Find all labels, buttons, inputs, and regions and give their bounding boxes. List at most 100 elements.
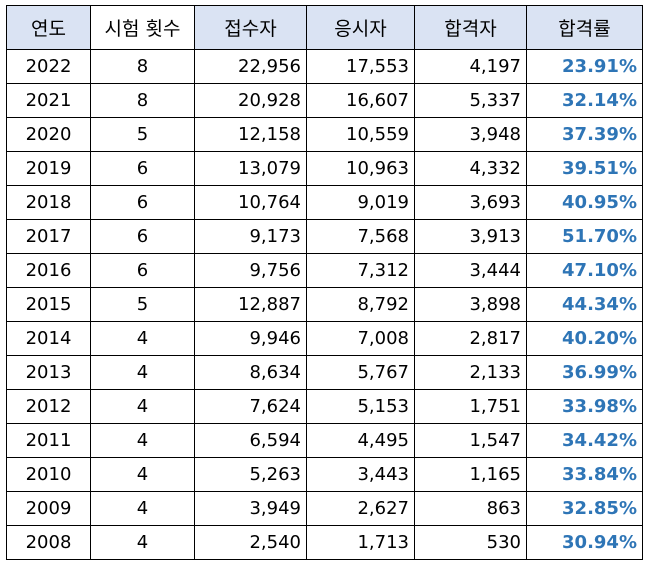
- cell-year: 2016: [6, 253, 91, 288]
- table-row: 2016 6 9,756 7,312 3,444 47.10%: [6, 253, 643, 288]
- cell-test-takers: 2,627: [306, 491, 415, 526]
- cell-passers: 2,133: [414, 355, 527, 390]
- cell-exam-count: 8: [90, 49, 195, 84]
- header-passers: 합격자: [414, 5, 527, 50]
- cell-pass-rate: 32.85%: [526, 491, 643, 526]
- cell-year: 2014: [6, 321, 91, 356]
- cell-year: 2017: [6, 219, 91, 254]
- cell-passers: 863: [414, 491, 527, 526]
- cell-year: 2019: [6, 151, 91, 186]
- cell-test-takers: 16,607: [306, 83, 415, 118]
- header-applicants: 접수자: [194, 5, 307, 50]
- cell-exam-count: 4: [90, 525, 195, 560]
- cell-pass-rate: 40.95%: [526, 185, 643, 220]
- cell-year: 2021: [6, 83, 91, 118]
- cell-pass-rate: 37.39%: [526, 117, 643, 152]
- cell-exam-count: 6: [90, 253, 195, 288]
- cell-passers: 4,332: [414, 151, 527, 186]
- table-row: 2014 4 9,946 7,008 2,817 40.20%: [6, 321, 643, 356]
- cell-pass-rate: 36.99%: [526, 355, 643, 390]
- cell-applicants: 9,173: [194, 219, 307, 254]
- table-row: 2020 5 12,158 10,559 3,948 37.39%: [6, 117, 643, 152]
- cell-passers: 3,444: [414, 253, 527, 288]
- cell-year: 2018: [6, 185, 91, 220]
- cell-passers: 530: [414, 525, 527, 560]
- cell-test-takers: 8,792: [306, 287, 415, 322]
- cell-exam-count: 6: [90, 219, 195, 254]
- header-test-takers: 응시자: [306, 5, 415, 50]
- table-row: 2012 4 7,624 5,153 1,751 33.98%: [6, 389, 643, 424]
- header-exam-count: 시험 횟수: [90, 5, 195, 50]
- cell-test-takers: 9,019: [306, 185, 415, 220]
- cell-applicants: 22,956: [194, 49, 307, 84]
- cell-test-takers: 4,495: [306, 423, 415, 458]
- cell-pass-rate: 33.84%: [526, 457, 643, 492]
- table-row: 2021 8 20,928 16,607 5,337 32.14%: [6, 83, 643, 118]
- cell-year: 2008: [6, 525, 91, 560]
- cell-test-takers: 3,443: [306, 457, 415, 492]
- cell-applicants: 10,764: [194, 185, 307, 220]
- cell-test-takers: 1,713: [306, 525, 415, 560]
- exam-stats-table: 연도 시험 횟수 접수자 응시자 합격자 합격률 2022 8 22,956 17,5…: [6, 5, 643, 560]
- cell-year: 2011: [6, 423, 91, 458]
- cell-year: 2013: [6, 355, 91, 390]
- header-pass-rate: 합격률: [526, 5, 643, 50]
- table-row: 2010 4 5,263 3,443 1,165 33.84%: [6, 457, 643, 492]
- cell-exam-count: 4: [90, 389, 195, 424]
- cell-test-takers: 7,568: [306, 219, 415, 254]
- header-row: 연도 시험 횟수 접수자 응시자 합격자 합격률: [6, 5, 643, 50]
- cell-applicants: 2,540: [194, 525, 307, 560]
- cell-applicants: 5,263: [194, 457, 307, 492]
- cell-year: 2012: [6, 389, 91, 424]
- cell-test-takers: 10,963: [306, 151, 415, 186]
- cell-passers: 3,948: [414, 117, 527, 152]
- cell-applicants: 3,949: [194, 491, 307, 526]
- cell-passers: 2,817: [414, 321, 527, 356]
- cell-test-takers: 10,559: [306, 117, 415, 152]
- cell-applicants: 12,887: [194, 287, 307, 322]
- cell-passers: 4,197: [414, 49, 527, 84]
- cell-pass-rate: 33.98%: [526, 389, 643, 424]
- cell-exam-count: 4: [90, 355, 195, 390]
- table-row: 2011 4 6,594 4,495 1,547 34.42%: [6, 423, 643, 458]
- cell-passers: 3,898: [414, 287, 527, 322]
- cell-passers: 3,693: [414, 185, 527, 220]
- cell-passers: 1,547: [414, 423, 527, 458]
- cell-test-takers: 5,767: [306, 355, 415, 390]
- cell-exam-count: 6: [90, 185, 195, 220]
- cell-pass-rate: 40.20%: [526, 321, 643, 356]
- cell-applicants: 20,928: [194, 83, 307, 118]
- table-row: 2015 5 12,887 8,792 3,898 44.34%: [6, 287, 643, 322]
- table-row: 2013 4 8,634 5,767 2,133 36.99%: [6, 355, 643, 390]
- cell-passers: 5,337: [414, 83, 527, 118]
- cell-applicants: 7,624: [194, 389, 307, 424]
- cell-passers: 1,751: [414, 389, 527, 424]
- cell-year: 2009: [6, 491, 91, 526]
- table-row: 2022 8 22,956 17,553 4,197 23.91%: [6, 49, 643, 84]
- cell-passers: 3,913: [414, 219, 527, 254]
- cell-pass-rate: 30.94%: [526, 525, 643, 560]
- cell-applicants: 9,756: [194, 253, 307, 288]
- cell-exam-count: 8: [90, 83, 195, 118]
- cell-pass-rate: 44.34%: [526, 287, 643, 322]
- table-row: 2019 6 13,079 10,963 4,332 39.51%: [6, 151, 643, 186]
- cell-year: 2022: [6, 49, 91, 84]
- cell-pass-rate: 51.70%: [526, 219, 643, 254]
- cell-applicants: 9,946: [194, 321, 307, 356]
- cell-test-takers: 7,008: [306, 321, 415, 356]
- table-row: 2018 6 10,764 9,019 3,693 40.95%: [6, 185, 643, 220]
- cell-exam-count: 4: [90, 457, 195, 492]
- cell-test-takers: 5,153: [306, 389, 415, 424]
- cell-year: 2020: [6, 117, 91, 152]
- cell-applicants: 8,634: [194, 355, 307, 390]
- cell-test-takers: 7,312: [306, 253, 415, 288]
- cell-exam-count: 4: [90, 321, 195, 356]
- header-year: 연도: [6, 5, 91, 50]
- cell-passers: 1,165: [414, 457, 527, 492]
- cell-exam-count: 5: [90, 287, 195, 322]
- cell-applicants: 13,079: [194, 151, 307, 186]
- cell-applicants: 12,158: [194, 117, 307, 152]
- cell-pass-rate: 47.10%: [526, 253, 643, 288]
- cell-pass-rate: 34.42%: [526, 423, 643, 458]
